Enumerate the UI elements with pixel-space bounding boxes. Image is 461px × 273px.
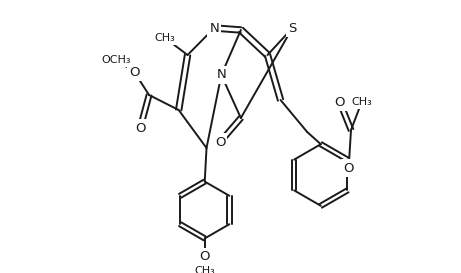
- Text: S: S: [288, 22, 296, 34]
- Text: CH₃: CH₃: [195, 266, 215, 273]
- Text: OCH₃: OCH₃: [102, 55, 131, 65]
- Text: CH₃: CH₃: [351, 97, 372, 107]
- Text: O: O: [335, 96, 345, 108]
- Text: O: O: [215, 135, 225, 149]
- Text: N: N: [217, 69, 226, 82]
- Text: O: O: [135, 121, 145, 135]
- Text: O: O: [129, 66, 140, 79]
- Text: O: O: [200, 251, 210, 263]
- Text: O: O: [343, 162, 354, 174]
- Text: N: N: [209, 22, 219, 34]
- Text: CH₃: CH₃: [155, 33, 176, 43]
